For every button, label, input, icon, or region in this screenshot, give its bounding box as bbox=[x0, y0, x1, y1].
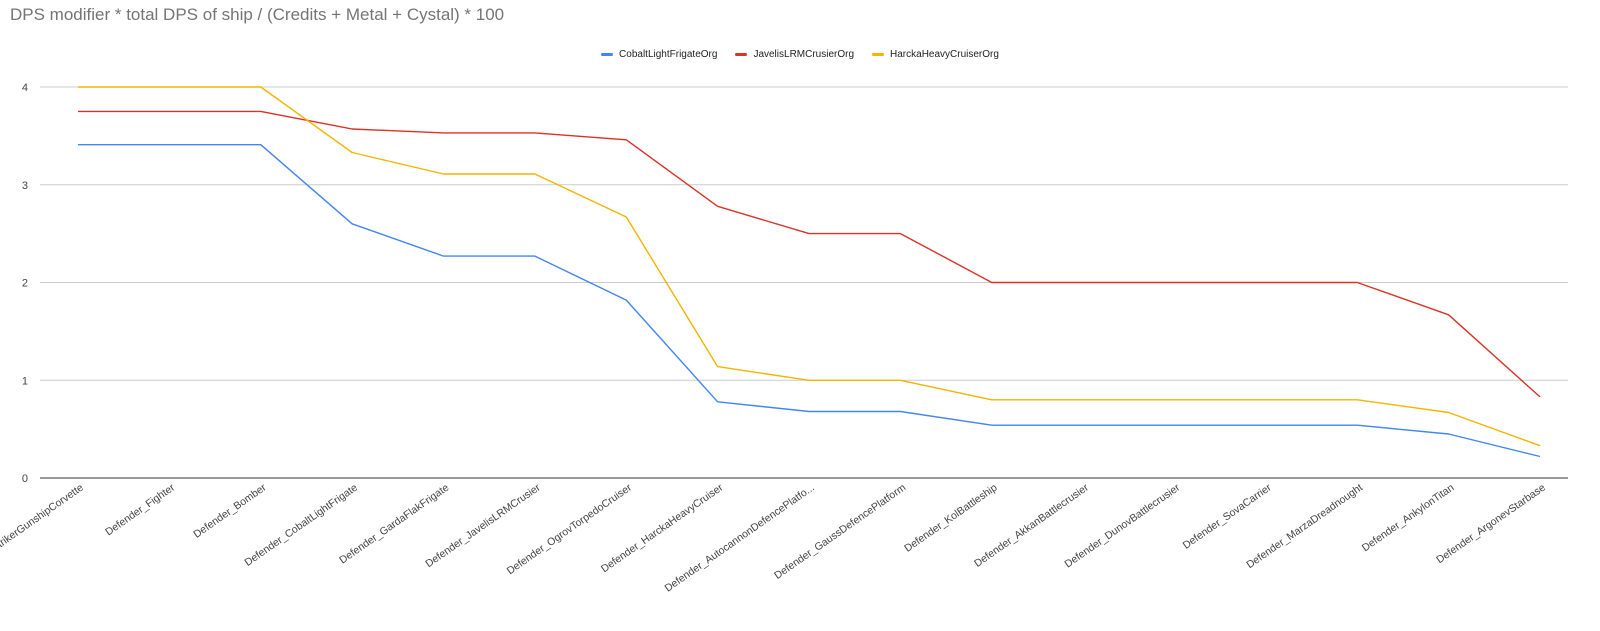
y-tick-label: 2 bbox=[22, 278, 28, 290]
x-tick-label: Defender_KolBattleship bbox=[902, 482, 999, 555]
series-lines bbox=[78, 86, 1541, 458]
series-line-1[interactable] bbox=[78, 110, 1541, 398]
x-tick-label: Defender_Fighter bbox=[103, 481, 177, 538]
legend-item-harcka[interactable]: HarckaHeavyCruiserOrg bbox=[872, 46, 999, 62]
x-tick-label: Defender_SovaCarrier bbox=[1181, 481, 1274, 551]
legend-item-javelis[interactable]: JavelisLRMCrusierOrg bbox=[735, 46, 854, 62]
legend: CobaltLightFrigateOrg JavelisLRMCrusierO… bbox=[0, 46, 1600, 62]
legend-label-cobalt: CobaltLightFrigateOrg bbox=[619, 48, 718, 60]
legend-label-harcka: HarckaHeavyCruiserOrg bbox=[890, 48, 999, 60]
legend-swatch-javelis bbox=[735, 52, 748, 56]
x-axis-ticks: Defender_StrikerGunshipCorvette Defender_… bbox=[0, 481, 1548, 594]
series-line-2[interactable] bbox=[78, 86, 1541, 447]
legend-item-cobalt[interactable]: CobaltLightFrigateOrg bbox=[601, 46, 717, 62]
y-tick-label: 3 bbox=[22, 180, 28, 192]
chart-title: DPS modifier * total DPS of ship / (Cred… bbox=[10, 5, 505, 24]
legend-swatch-harcka bbox=[872, 52, 885, 56]
y-tick-label: 4 bbox=[22, 82, 28, 94]
legend-swatch-cobalt bbox=[601, 52, 614, 56]
x-tick-label: Defender_AnkylonTitan bbox=[1360, 482, 1457, 555]
series-line-0[interactable] bbox=[78, 143, 1541, 458]
y-axis-ticks: 0 1 2 3 4 bbox=[22, 82, 28, 485]
y-tick-label: 0 bbox=[22, 473, 28, 485]
legend-label-javelis: JavelisLRMCrusierOrg bbox=[753, 48, 855, 60]
x-tick-label: Defender_Bomber bbox=[191, 481, 269, 540]
x-tick-label: Defender_StrikerGunshipCorvette bbox=[0, 482, 86, 583]
y-tick-label: 1 bbox=[22, 375, 28, 387]
x-tick-label: Defender_AutocannonDefencePlatfo... bbox=[663, 482, 817, 595]
